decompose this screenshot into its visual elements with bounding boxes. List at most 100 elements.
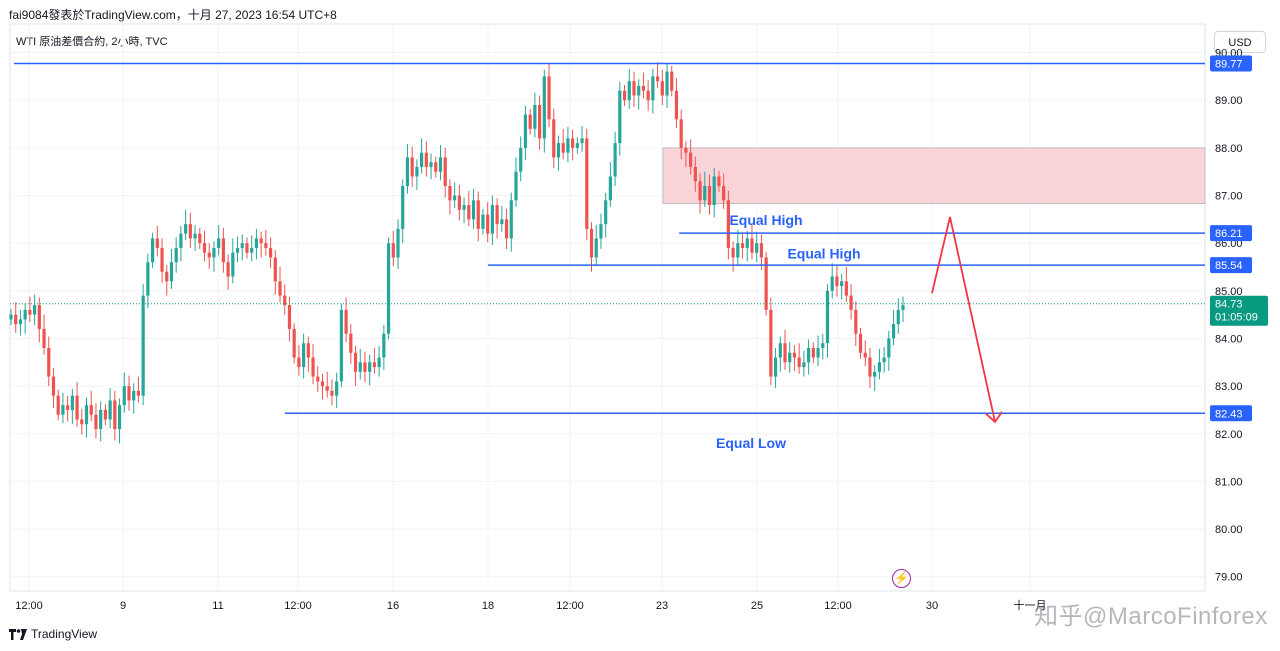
candle-body [207, 252, 211, 258]
candle-body [103, 409, 107, 420]
candle-body [486, 214, 490, 234]
candle-body [339, 309, 343, 382]
candle-body [792, 352, 797, 358]
candle-body [519, 147, 523, 172]
level-price-label: 85.54 [1215, 260, 1243, 272]
publisher-line: fai9084發表於TradingView.com，十月 27, 2023 16… [9, 8, 337, 22]
candle-body [858, 333, 863, 353]
candle-body [556, 143, 561, 158]
candle-body [174, 247, 178, 263]
candle-body [424, 152, 428, 167]
candle-body [363, 362, 367, 372]
projection-arrowhead [985, 411, 1003, 424]
candle-body [476, 200, 480, 229]
candle-body [18, 319, 23, 325]
candle-body [160, 247, 164, 272]
candle-body [372, 362, 377, 368]
candle-body [184, 224, 188, 234]
level-price-label: 82.43 [1215, 408, 1243, 420]
candle-body [122, 386, 126, 406]
candle-body [504, 219, 509, 239]
x-tick-label: 25 [751, 600, 763, 612]
candle-body [736, 243, 740, 258]
candle-body [264, 243, 268, 248]
last-price-tag [1210, 295, 1268, 326]
x-tick-label: 12:00 [15, 600, 43, 612]
candle-body [344, 309, 348, 334]
candle-body [580, 138, 584, 144]
candle-body [28, 309, 32, 315]
candle-body [438, 157, 443, 172]
candle-body [396, 228, 400, 258]
tradingview-brand: TradingView [31, 627, 98, 641]
candle-body [759, 243, 764, 258]
currency-button[interactable]: USD [1214, 31, 1266, 53]
candle-body [726, 200, 730, 248]
candle-body [646, 90, 650, 101]
candle-body [670, 71, 674, 91]
candle-body [273, 257, 277, 282]
candle-body [542, 76, 546, 139]
candle-body [382, 333, 386, 358]
candle-body [627, 81, 631, 101]
candle-body [674, 90, 679, 120]
candle-body [311, 357, 315, 377]
tradingview-logo[interactable]: TradingView [9, 627, 97, 641]
x-tick-label: 12:00 [284, 600, 312, 612]
x-tick-label: 16 [387, 600, 399, 612]
countdown-label: 01:05:09 [1215, 312, 1258, 324]
x-tick-label: 9 [120, 600, 126, 612]
y-tick-label: 88.00 [1215, 143, 1243, 155]
candle-body [825, 290, 830, 344]
candle-body [268, 247, 273, 258]
level-price-tag [1210, 225, 1252, 242]
symbol-title: WTI 原油差價合約, 2小時, TVC [16, 36, 168, 48]
y-tick-label: 87.00 [1215, 191, 1243, 203]
candle-body [651, 76, 655, 101]
candle-body [358, 362, 362, 372]
candle-body [179, 233, 183, 248]
candle-body [873, 371, 877, 377]
candle-body [89, 405, 93, 415]
candle-body [132, 390, 136, 401]
candle-body [703, 186, 707, 201]
candle-body [632, 81, 636, 96]
candle-body [349, 333, 353, 353]
level-price-tag [1210, 257, 1252, 274]
lightning-icon[interactable]: ⚡ [892, 569, 911, 588]
candle-body [764, 257, 768, 310]
level-price-label: 86.21 [1215, 228, 1243, 240]
candle-body [684, 147, 688, 153]
candle-body [47, 348, 51, 377]
candle-body [259, 238, 263, 244]
candle-body [377, 357, 381, 368]
candle-body [429, 162, 433, 167]
candle-body [679, 119, 683, 148]
candle-body [278, 281, 282, 296]
candle-body [127, 386, 131, 401]
candle-body [14, 314, 18, 325]
candle-body [481, 214, 485, 229]
candle-body [665, 71, 669, 96]
candle-body [571, 138, 575, 148]
candle-body [613, 143, 617, 177]
candle-body [707, 186, 712, 206]
candle-body [509, 200, 513, 239]
candle-body [37, 305, 41, 329]
annotation-label: Equal High [729, 212, 802, 228]
y-tick-label: 79.00 [1215, 572, 1243, 584]
last-price-label: 84.73 [1215, 299, 1243, 311]
candle-body [415, 166, 419, 177]
candle-body [202, 243, 207, 253]
projection-path [931, 216, 996, 423]
candle-body [844, 281, 848, 296]
candle-body [566, 138, 570, 153]
candle-body [316, 376, 320, 382]
candle-body [547, 76, 551, 120]
candle-body [287, 305, 292, 329]
candle-body [150, 238, 155, 263]
candle-body [283, 295, 287, 306]
candle-body [877, 362, 882, 372]
candle-body [250, 247, 254, 253]
